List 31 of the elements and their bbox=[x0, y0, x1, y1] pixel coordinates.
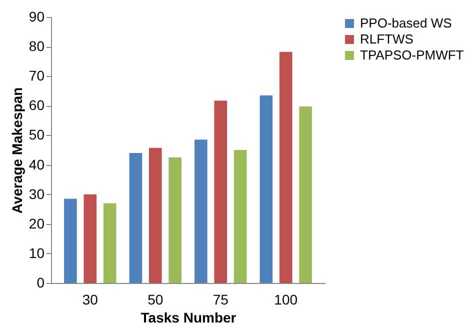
bar bbox=[148, 148, 162, 283]
y-tick-label: 0 bbox=[36, 274, 45, 290]
y-tick-label: 40 bbox=[28, 156, 45, 172]
bar bbox=[260, 95, 273, 283]
y-tick-label: 70 bbox=[28, 68, 45, 84]
x-tick-label: 30 bbox=[82, 292, 98, 308]
bar bbox=[129, 152, 142, 283]
legend-label: TPAPSO-PMWFT bbox=[360, 48, 464, 62]
x-axis-title: Tasks Number bbox=[140, 310, 237, 326]
bar bbox=[279, 52, 292, 283]
y-axis-title: Average Makespan bbox=[8, 87, 25, 214]
bar bbox=[194, 140, 208, 283]
x-tick-label: 75 bbox=[212, 292, 229, 308]
bar bbox=[214, 100, 228, 283]
y-tick-label: 20 bbox=[28, 215, 45, 232]
y-tick-label: 30 bbox=[28, 186, 45, 202]
bar bbox=[84, 194, 97, 283]
y-tick-label: 50 bbox=[28, 126, 45, 143]
y-tick-label: 10 bbox=[28, 244, 45, 261]
bar bbox=[168, 157, 182, 283]
bar bbox=[103, 203, 116, 283]
bar bbox=[299, 106, 312, 283]
legend-label: RLFTWS bbox=[360, 32, 414, 46]
y-tick-label: 80 bbox=[28, 38, 45, 54]
x-tick-label: 50 bbox=[148, 292, 164, 308]
legend-label: PPO-based WS bbox=[360, 16, 452, 30]
x-tick-label: 100 bbox=[274, 292, 298, 308]
y-tick-label: 60 bbox=[28, 97, 45, 114]
bar bbox=[234, 150, 247, 283]
y-tick-label: 90 bbox=[28, 8, 45, 24]
bar bbox=[64, 198, 77, 283]
